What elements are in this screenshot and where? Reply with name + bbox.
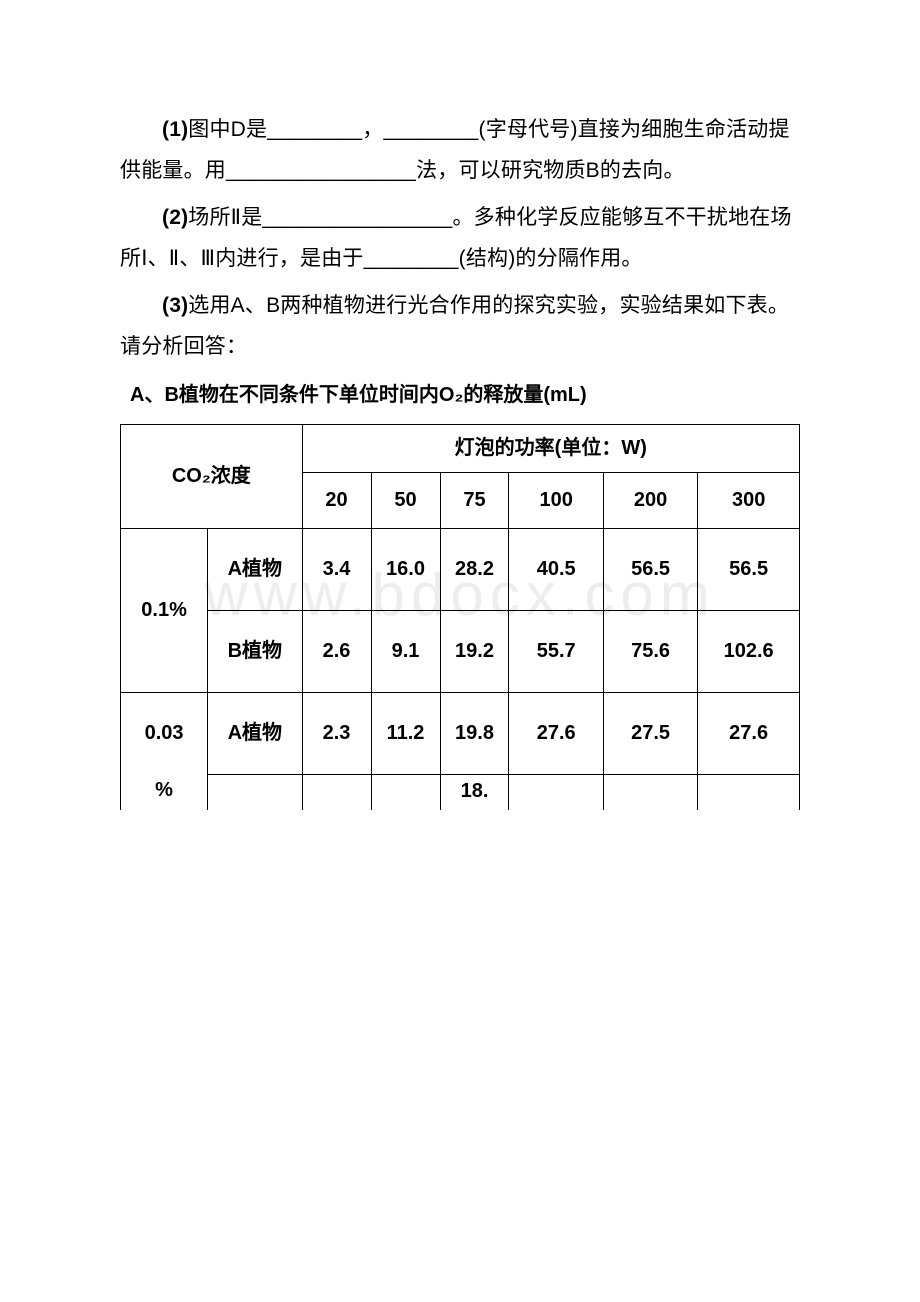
hdr-p-4: 200: [603, 472, 697, 528]
cell-v-1-5: 102.6: [698, 610, 800, 692]
cell-v-1-2: 19.2: [440, 610, 509, 692]
content-area: (1)图中D是________，________(字母代号)直接为细胞生命活动提…: [120, 110, 800, 810]
cell-conc-2b: %: [121, 774, 208, 810]
hdr-p-0: 20: [302, 472, 371, 528]
q3-text: 选用A、B两种植物进行光合作用的探究实验，实验结果如下表。请分析回答：: [120, 294, 789, 358]
cell-plant-0: A植物: [208, 528, 302, 610]
cell-v-2-4: 27.5: [603, 692, 697, 774]
cell-v-2-3: 27.6: [509, 692, 603, 774]
cell-v-2-0: 2.3: [302, 692, 371, 774]
q1-lead: (1): [162, 118, 188, 141]
hdr-p-3: 100: [509, 472, 603, 528]
cell-v-0-0: 3.4: [302, 528, 371, 610]
cell-v-1-1: 9.1: [371, 610, 440, 692]
table-row: CO₂浓度 灯泡的功率(单位：W): [121, 424, 800, 472]
cell-v-0-3: 40.5: [509, 528, 603, 610]
data-table: CO₂浓度 灯泡的功率(单位：W) 20 50 75 100 200 300 0…: [120, 424, 800, 811]
cell-v-1-3: 55.7: [509, 610, 603, 692]
q3-lead: (3): [162, 294, 188, 317]
table-row: B植物 2.6 9.1 19.2 55.7 75.6 102.6: [121, 610, 800, 692]
table-row: % 18.: [121, 774, 800, 810]
cell-v-3-0: [302, 774, 371, 810]
hdr-p-2: 75: [440, 472, 509, 528]
cell-conc-2a: 0.03: [121, 692, 208, 774]
table-row: 0.03 A植物 2.3 11.2 19.8 27.6 27.5 27.6: [121, 692, 800, 774]
cell-v-2-1: 11.2: [371, 692, 440, 774]
cell-v-0-4: 56.5: [603, 528, 697, 610]
cell-plant-3: [208, 774, 302, 810]
question-3: (3)选用A、B两种植物进行光合作用的探究实验，实验结果如下表。请分析回答：: [120, 286, 800, 368]
cell-v-3-3: [509, 774, 603, 810]
cell-v-3-1: [371, 774, 440, 810]
hdr-p-5: 300: [698, 472, 800, 528]
cell-v-0-5: 56.5: [698, 528, 800, 610]
cell-v-3-2: 18.: [440, 774, 509, 810]
hdr-power: 灯泡的功率(单位：W): [302, 424, 799, 472]
cell-v-0-2: 28.2: [440, 528, 509, 610]
q1-text: 图中D是________，________(字母代号)直接为细胞生命活动提供能量…: [120, 118, 790, 182]
cell-v-0-1: 16.0: [371, 528, 440, 610]
q2-lead: (2): [162, 206, 188, 229]
table-title: A、B植物在不同条件下单位时间内O₂的释放量(mL): [120, 376, 800, 414]
cell-plant-1: B植物: [208, 610, 302, 692]
cell-v-2-5: 27.6: [698, 692, 800, 774]
cell-v-1-4: 75.6: [603, 610, 697, 692]
cell-conc-0: 0.1%: [121, 528, 208, 692]
question-1: (1)图中D是________，________(字母代号)直接为细胞生命活动提…: [120, 110, 800, 192]
question-2: (2)场所Ⅱ是________________。多种化学反应能够互不干扰地在场所…: [120, 198, 800, 280]
q2-text: 场所Ⅱ是________________。多种化学反应能够互不干扰地在场所Ⅰ、Ⅱ…: [120, 206, 792, 270]
table-row: 0.1% A植物 3.4 16.0 28.2 40.5 56.5 56.5: [121, 528, 800, 610]
cell-v-3-4: [603, 774, 697, 810]
cell-plant-2: A植物: [208, 692, 302, 774]
cell-v-1-0: 2.6: [302, 610, 371, 692]
cell-v-3-5: [698, 774, 800, 810]
hdr-p-1: 50: [371, 472, 440, 528]
cell-v-2-2: 19.8: [440, 692, 509, 774]
hdr-co2: CO₂浓度: [121, 424, 303, 528]
